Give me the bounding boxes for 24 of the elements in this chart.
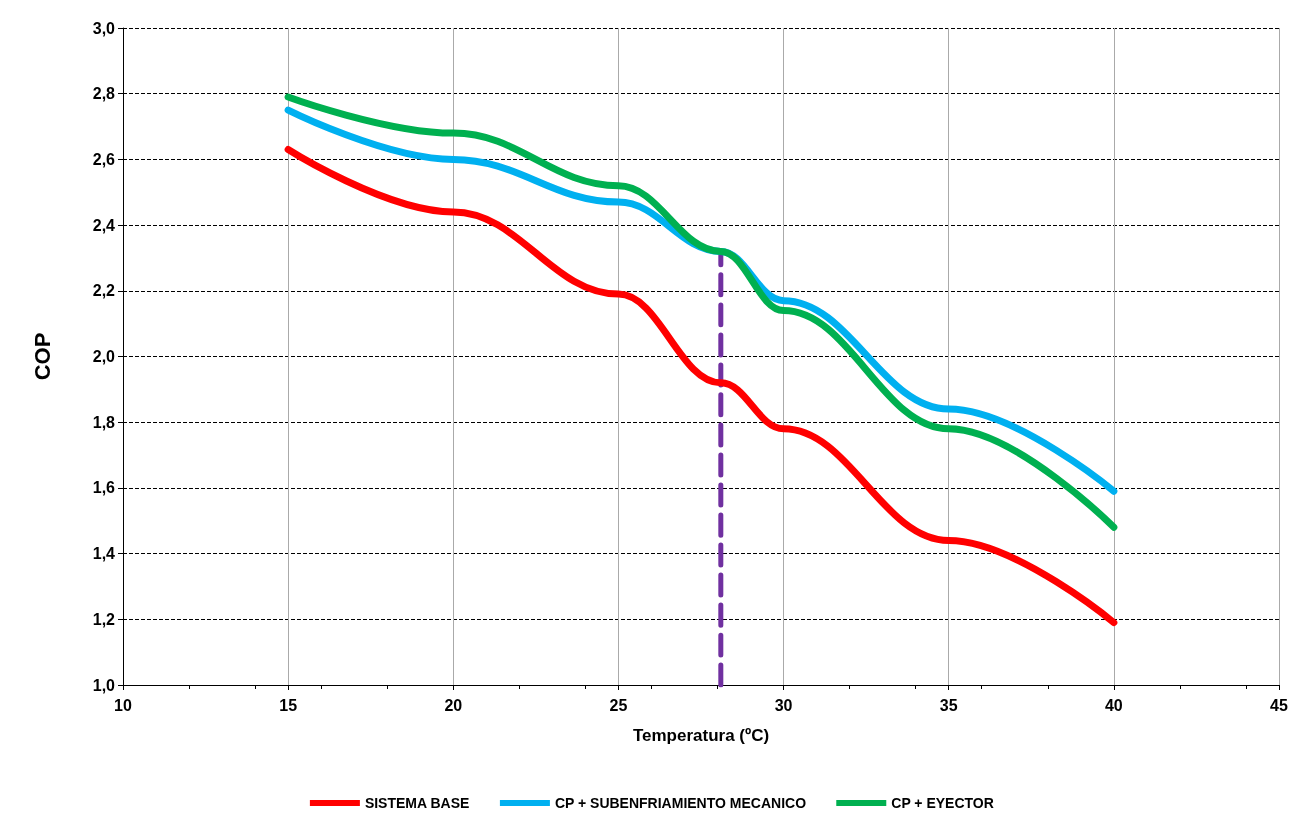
legend-label: CP + SUBENFRIAMIENTO MECANICO [554, 795, 807, 811]
y-axis-title: COP [29, 332, 55, 381]
x-tick-label: 25 [609, 696, 628, 714]
y-tick-label: 2,8 [92, 85, 116, 103]
x-axis-title: Temperatura (ºC) [632, 726, 770, 745]
y-tick-label: 1,6 [92, 479, 116, 497]
y-tick-label: 2,4 [92, 216, 116, 234]
y-tick-label: 3,0 [92, 19, 116, 37]
y-tick-label: 1,4 [92, 545, 116, 563]
x-tick-label: 30 [774, 696, 793, 714]
y-tick-label: 1,0 [92, 676, 116, 694]
x-tick-label: 10 [114, 696, 132, 714]
x-tick-label: 45 [1270, 696, 1288, 714]
y-tick-label: 2,2 [92, 282, 116, 300]
legend-label: CP + EYECTOR [891, 795, 994, 811]
x-tick-label: 35 [939, 696, 958, 714]
x-tick-label: 15 [279, 696, 298, 714]
y-tick-label: 2,6 [92, 150, 116, 168]
y-tick-label: 2,0 [92, 348, 116, 365]
x-tick-label: 20 [444, 696, 463, 714]
y-tick-label: 1,8 [92, 413, 116, 431]
y-tick-label: 1,2 [92, 610, 116, 628]
legend-label: SISTEMA BASE [364, 795, 470, 811]
x-tick-label: 40 [1104, 696, 1123, 714]
